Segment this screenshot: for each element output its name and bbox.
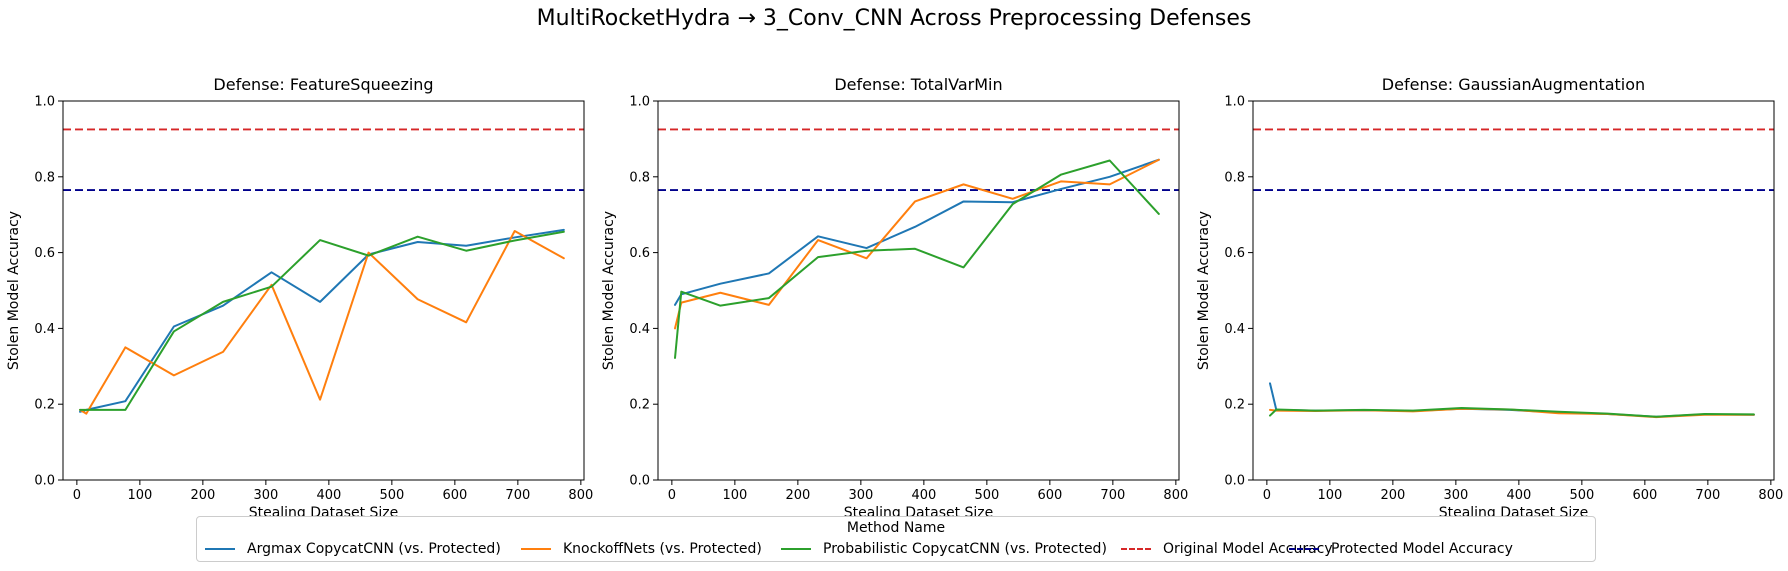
x-tick-label: 700 (1100, 488, 1125, 503)
x-tick-label: 600 (1037, 488, 1062, 503)
y-axis-label: Stolen Model Accuracy (1196, 211, 1212, 370)
legend-items: Argmax CopycatCNN (vs. Protected) Knockof… (197, 539, 1595, 559)
x-tick-label: 700 (505, 488, 530, 503)
x-tick-label: 100 (1317, 488, 1342, 503)
plot-frame (1252, 100, 1775, 481)
series-line-argmax (674, 158, 1160, 306)
y-tick-label: 0.6 (629, 246, 650, 261)
plot-area (1253, 128, 1774, 419)
y-axis-label: Stolen Model Accuracy (601, 211, 617, 370)
subplot-2: Defense: TotalVarMin 0 100 200 300 400 500 600 7… (601, 75, 1188, 521)
x-tick-label: 500 (379, 488, 404, 503)
y-tick-label: 0.2 (34, 398, 55, 413)
series-line-argmax (79, 228, 565, 413)
x-tick-label: 100 (722, 488, 747, 503)
legend-title: Method Name (846, 520, 946, 536)
figure-suptitle: MultiRocketHydra → 3_Conv_CNN Across Pre… (536, 6, 1252, 31)
plot-frame (62, 100, 585, 481)
y-axis-label: Stolen Model Accuracy (6, 211, 22, 370)
y-tick-label: 1.0 (1224, 95, 1245, 110)
x-tick-label: 700 (1695, 488, 1720, 503)
x-tick-label: 300 (1443, 488, 1468, 503)
plot-frame (657, 100, 1180, 481)
x-tick-label: 400 (911, 488, 936, 503)
x-tick-label: 500 (1569, 488, 1594, 503)
y-tick-label: 0.8 (34, 170, 55, 185)
x-tick-label: 300 (253, 488, 278, 503)
x-tick-label: 800 (1163, 488, 1188, 503)
legend-entry: Protected Model Accuracy (1289, 539, 1513, 559)
series-line-probabilistic (1269, 406, 1755, 418)
legend-entry: KnockoffNets (vs. Protected) (521, 539, 762, 559)
legend-entry: Argmax CopycatCNN (vs. Protected) (205, 539, 501, 559)
x-tick-label: 400 (1506, 488, 1531, 503)
series-line-probabilistic (674, 159, 1160, 359)
x-tick-label: 300 (848, 488, 873, 503)
legend-swatch (521, 548, 551, 550)
x-tick-label: 0 (1263, 488, 1271, 503)
y-tick-label: 0.2 (629, 398, 650, 413)
y-tick-label: 0.0 (629, 474, 650, 489)
x-tick-label: 800 (1758, 488, 1783, 503)
legend-label: Protected Model Accuracy (1331, 541, 1513, 557)
y-tick-label: 0.6 (34, 246, 55, 261)
y-tick-label: 0.4 (629, 322, 650, 337)
x-tick-label: 600 (1632, 488, 1657, 503)
legend-label: KnockoffNets (vs. Protected) (563, 541, 762, 557)
legend-entry: Original Model Accuracy (1121, 539, 1333, 559)
x-tick-label: 800 (568, 488, 593, 503)
x-tick-label: 600 (442, 488, 467, 503)
series-line-argmax (1269, 382, 1755, 418)
x-tick-label: 400 (316, 488, 341, 503)
series-line-knockoffnets (674, 158, 1160, 330)
legend-label: Probabilistic CopycatCNN (vs. Protected) (823, 541, 1107, 557)
x-tick-label: 0 (73, 488, 81, 503)
subplot-title: Defense: GaussianAugmentation (1382, 75, 1645, 94)
legend-swatch (781, 548, 811, 550)
y-tick-label: 0.8 (629, 170, 650, 185)
y-tick-label: 1.0 (629, 95, 650, 110)
plot-area (658, 128, 1179, 359)
subplot-3: Defense: GaussianAugmentation 0 100 200 300 4… (1196, 75, 1783, 521)
y-tick-label: 0.4 (34, 322, 55, 337)
subplot-1: Defense: FeatureSqueezing 0 100 200 300 400 50… (6, 75, 593, 521)
legend-swatch (1121, 548, 1151, 550)
y-tick-label: 0.0 (34, 474, 55, 489)
y-tick-label: 0.0 (1224, 474, 1245, 489)
y-tick-label: 1.0 (34, 95, 55, 110)
y-tick-label: 0.2 (1224, 398, 1245, 413)
y-tick-label: 0.4 (1224, 322, 1245, 337)
y-tick-label: 0.6 (1224, 246, 1245, 261)
legend-label: Original Model Accuracy (1163, 541, 1333, 557)
subplot-title: Defense: FeatureSqueezing (213, 75, 433, 94)
legend-label: Argmax CopycatCNN (vs. Protected) (247, 541, 501, 557)
x-tick-label: 200 (785, 488, 810, 503)
x-tick-label: 200 (1380, 488, 1405, 503)
x-tick-label: 100 (127, 488, 152, 503)
legend-entry: Probabilistic CopycatCNN (vs. Protected) (781, 539, 1107, 559)
x-tick-label: 200 (190, 488, 215, 503)
series-line-probabilistic (79, 230, 565, 411)
x-tick-label: 0 (668, 488, 676, 503)
x-tick-label: 500 (974, 488, 999, 503)
subplot-title: Defense: TotalVarMin (834, 75, 1002, 94)
y-tick-label: 0.8 (1224, 170, 1245, 185)
legend: Method Name Argmax CopycatCNN (vs. Prote… (196, 516, 1596, 562)
series-line-knockoffnets (79, 230, 565, 415)
legend-swatch (1289, 548, 1319, 550)
legend-swatch (205, 548, 235, 550)
plot-area (63, 128, 584, 415)
